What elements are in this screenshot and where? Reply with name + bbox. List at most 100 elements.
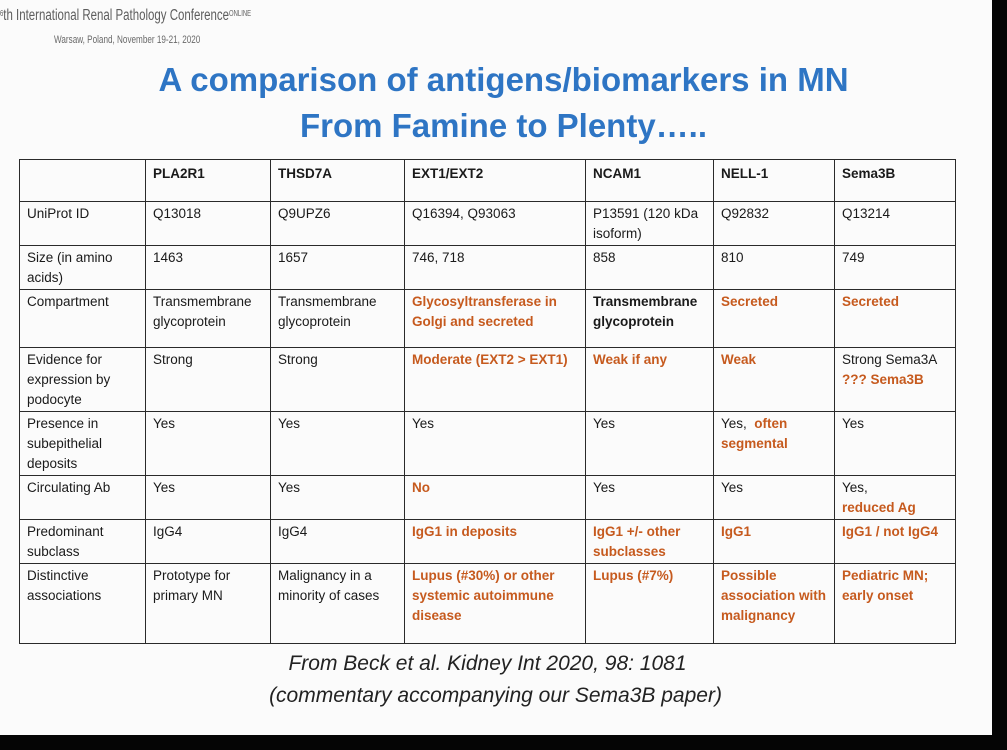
table-cell: Strong Sema3A ??? Sema3B (834, 347, 956, 412)
table-row: Predominant subclass IgG4 IgG4 IgG1 in depo… (19, 519, 956, 564)
row-label: Size (in amino acids) (19, 245, 146, 290)
table-cell: Q16394, Q93063 (404, 201, 586, 246)
row-label: UniProt ID (19, 201, 146, 246)
cell-text: Strong (153, 352, 193, 367)
row-label: Compartment (19, 289, 146, 348)
header-cell: THSD7A (270, 159, 405, 202)
cell-text: IgG4 (153, 524, 183, 539)
conference-ordinal: 6 (0, 9, 4, 18)
cell-text: P13591 (120 kDa isoform) (593, 206, 699, 241)
table-cell: Secreted (834, 289, 956, 348)
cell-text: Q16394, Q93063 (412, 206, 516, 221)
cell-text: Glycosyltransferase in Golgi and secrete… (412, 294, 557, 329)
table-row: Compartment Transmembrane glycoprotein Tra… (19, 289, 956, 348)
table-cell: Secreted (713, 289, 835, 348)
cell-extra-text: ??? Sema3B (842, 372, 924, 387)
cell-text: Secreted (842, 294, 900, 309)
table-cell: 810 (713, 245, 835, 290)
table-cell: Yes (270, 475, 405, 520)
table-cell: Yes, often segmental (713, 411, 835, 476)
cell-extra-text: reduced Ag (842, 500, 916, 515)
cell-text: 1463 (153, 250, 184, 265)
cell-text: Transmembrane glycoprotein (593, 294, 698, 329)
table-cell: Lupus (#30%) or other systemic autoimmun… (404, 563, 586, 644)
cell-text: Yes (278, 480, 301, 495)
table-cell: Strong (145, 347, 271, 412)
table-cell: 1657 (270, 245, 405, 290)
table-cell: Transmembrane glycoprotein (145, 289, 271, 348)
cell-text: IgG1 (721, 524, 752, 539)
cell-text: Lupus (#7%) (593, 568, 674, 583)
header-cell: PLA2R1 (145, 159, 271, 202)
table-cell: IgG1 +/- other subclasses (585, 519, 714, 564)
table-cell: Q13214 (834, 201, 956, 246)
table-cell: 858 (585, 245, 714, 290)
cell-text: Pediatric MN; early onset (842, 568, 929, 603)
cell-text: Weak (721, 352, 757, 367)
screen-border-right (992, 0, 1007, 750)
conference-title: th International Renal Pathology Confere… (3, 7, 230, 24)
cell-text: Weak if any (593, 352, 668, 367)
cell-text: No (412, 480, 430, 495)
cell-text: IgG1 / not IgG4 (842, 524, 939, 539)
table-row: Size (in amino acids) 1463 1657 746, 718 858… (19, 245, 956, 290)
row-label: Presence in subepithelial deposits (19, 411, 146, 476)
table-cell: Q92832 (713, 201, 835, 246)
table-cell: Pediatric MN; early onset (834, 563, 956, 644)
cell-text: Q92832 (721, 206, 770, 221)
table-cell: Transmembrane glycoprotein (270, 289, 405, 348)
table-cell: Weak if any (585, 347, 714, 412)
cell-text: Yes (412, 416, 435, 431)
table-cell: Strong (270, 347, 405, 412)
cell-text: 1657 (278, 250, 309, 265)
table-cell: Yes (270, 411, 405, 476)
antigen-comparison-table: PLA2R1 THSD7A EXT1/EXT2 NCAM1 NELL-1 Sem… (19, 159, 956, 644)
citation-line: From Beck et al. Kidney Int 2020, 98: 10… (288, 652, 687, 675)
cell-text: Secreted (721, 294, 779, 309)
header-cell: EXT1/EXT2 (404, 159, 586, 202)
screen-border-bottom (0, 735, 1007, 750)
online-badge: ONLINE (229, 9, 252, 18)
cell-highlight-text: often segmental (721, 416, 788, 451)
cell-text: Transmembrane glycoprotein (278, 294, 377, 329)
table-cell: Yes (145, 475, 271, 520)
cell-text: Malignancy in a minority of cases (278, 568, 380, 603)
cell-text: IgG1 +/- other subclasses (593, 524, 681, 559)
table-row: Distinctive associations Prototype for pr… (19, 563, 956, 644)
cell-text: 746, 718 (412, 250, 465, 265)
cell-text: Strong Sema3A (842, 352, 938, 367)
slide-title: A comparison of antigens/biomarkers in M… (158, 61, 849, 98)
table-cell: Yes (585, 411, 714, 476)
header-cell: Sema3B (834, 159, 956, 202)
table-cell: Possible association with malignancy (713, 563, 835, 644)
table-cell: IgG1 / not IgG4 (834, 519, 956, 564)
conference-header: 6th International Renal Pathology Confer… (0, 7, 251, 25)
conference-location-date: Warsaw, Poland, November 19-21, 2020 (54, 34, 201, 46)
table-cell: Yes (585, 475, 714, 520)
cell-text: Yes (842, 416, 865, 431)
cell-text: 810 (721, 250, 744, 265)
cell-text: Q13018 (153, 206, 202, 221)
row-label: Predominant subclass (19, 519, 146, 564)
table-cell: No (404, 475, 586, 520)
cell-text: Possible association with malignancy (721, 568, 827, 623)
header-cell (19, 159, 146, 202)
header-cell: NELL-1 (713, 159, 835, 202)
row-label: Distinctive associations (19, 563, 146, 644)
table-cell: Yes (834, 411, 956, 476)
cell-text: Yes (593, 480, 616, 495)
table-cell: 1463 (145, 245, 271, 290)
table-cell: P13591 (120 kDa isoform) (585, 201, 714, 246)
table-cell: IgG4 (270, 519, 405, 564)
cell-text: Strong (278, 352, 318, 367)
table-row: Presence in subepithelial deposits Yes Yes… (19, 411, 956, 476)
table-cell: Yes, reduced Ag (834, 475, 956, 520)
cell-text: Yes (278, 416, 301, 431)
cell-text: Yes (721, 480, 744, 495)
cell-text: Yes (593, 416, 616, 431)
table-cell: Q9UPZ6 (270, 201, 405, 246)
table-row: UniProt ID Q13018 Q9UPZ6 Q16394, Q93063 P135… (19, 201, 956, 246)
table-cell: IgG4 (145, 519, 271, 564)
table-cell: IgG1 (713, 519, 835, 564)
presentation-slide: 6th International Renal Pathology Confer… (0, 0, 992, 735)
